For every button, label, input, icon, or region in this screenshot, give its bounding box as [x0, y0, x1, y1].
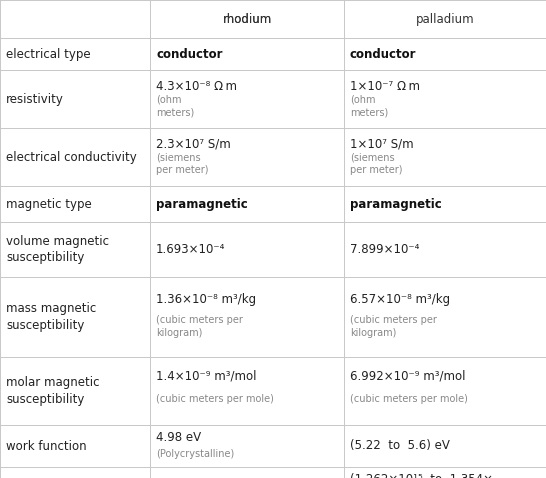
Text: 1.4×10⁻⁹ m³/mol: 1.4×10⁻⁹ m³/mol: [156, 369, 257, 382]
Text: (ohm
meters): (ohm meters): [350, 95, 388, 117]
Text: 6.992×10⁻⁹ m³/mol: 6.992×10⁻⁹ m³/mol: [350, 369, 466, 382]
Text: 4.98 eV: 4.98 eV: [156, 431, 201, 444]
Text: (cubic meters per
kilogram): (cubic meters per kilogram): [156, 315, 243, 338]
Text: 7.899×10⁻⁴: 7.899×10⁻⁴: [350, 243, 419, 256]
Text: 1.36×10⁻⁸ m³/kg: 1.36×10⁻⁸ m³/kg: [156, 293, 256, 306]
Text: 1.693×10⁻⁴: 1.693×10⁻⁴: [156, 243, 225, 256]
Text: (ohm
meters): (ohm meters): [156, 95, 194, 117]
Text: 2.3×10⁷ S/m: 2.3×10⁷ S/m: [156, 138, 231, 151]
Text: (1.262×10¹⁵  to  1.354×
10¹⁵) Hz: (1.262×10¹⁵ to 1.354× 10¹⁵) Hz: [350, 473, 493, 478]
Text: volume magnetic
susceptibility: volume magnetic susceptibility: [6, 235, 109, 264]
Text: (cubic meters per mole): (cubic meters per mole): [156, 394, 274, 404]
Text: 4.3×10⁻⁸ Ω m: 4.3×10⁻⁸ Ω m: [156, 80, 237, 93]
Text: (cubic meters per
kilogram): (cubic meters per kilogram): [350, 315, 437, 338]
Text: electrical type: electrical type: [6, 47, 91, 61]
Text: paramagnetic: paramagnetic: [156, 197, 248, 210]
Text: (siemens
per meter): (siemens per meter): [156, 153, 209, 175]
Text: 1×10⁻⁷ Ω m: 1×10⁻⁷ Ω m: [350, 80, 420, 93]
Text: electrical conductivity: electrical conductivity: [6, 151, 136, 163]
Text: work function: work function: [6, 439, 87, 453]
Text: (5.22  to  5.6) eV: (5.22 to 5.6) eV: [350, 439, 450, 453]
Text: rhodium: rhodium: [222, 12, 272, 25]
Text: molar magnetic
susceptibility: molar magnetic susceptibility: [6, 376, 99, 406]
Text: palladium: palladium: [416, 12, 474, 25]
Text: 6.57×10⁻⁸ m³/kg: 6.57×10⁻⁸ m³/kg: [350, 293, 450, 306]
Text: 1×10⁷ S/m: 1×10⁷ S/m: [350, 138, 414, 151]
Text: paramagnetic: paramagnetic: [350, 197, 442, 210]
Text: mass magnetic
susceptibility: mass magnetic susceptibility: [6, 302, 96, 332]
Text: conductor: conductor: [156, 47, 223, 61]
Text: rhodium: rhodium: [222, 12, 272, 25]
Text: magnetic type: magnetic type: [6, 197, 92, 210]
Text: (cubic meters per mole): (cubic meters per mole): [350, 394, 468, 404]
Text: conductor: conductor: [350, 47, 417, 61]
Text: resistivity: resistivity: [6, 93, 64, 106]
Text: (Polycrystalline): (Polycrystalline): [156, 449, 234, 459]
Text: (siemens
per meter): (siemens per meter): [350, 153, 402, 175]
